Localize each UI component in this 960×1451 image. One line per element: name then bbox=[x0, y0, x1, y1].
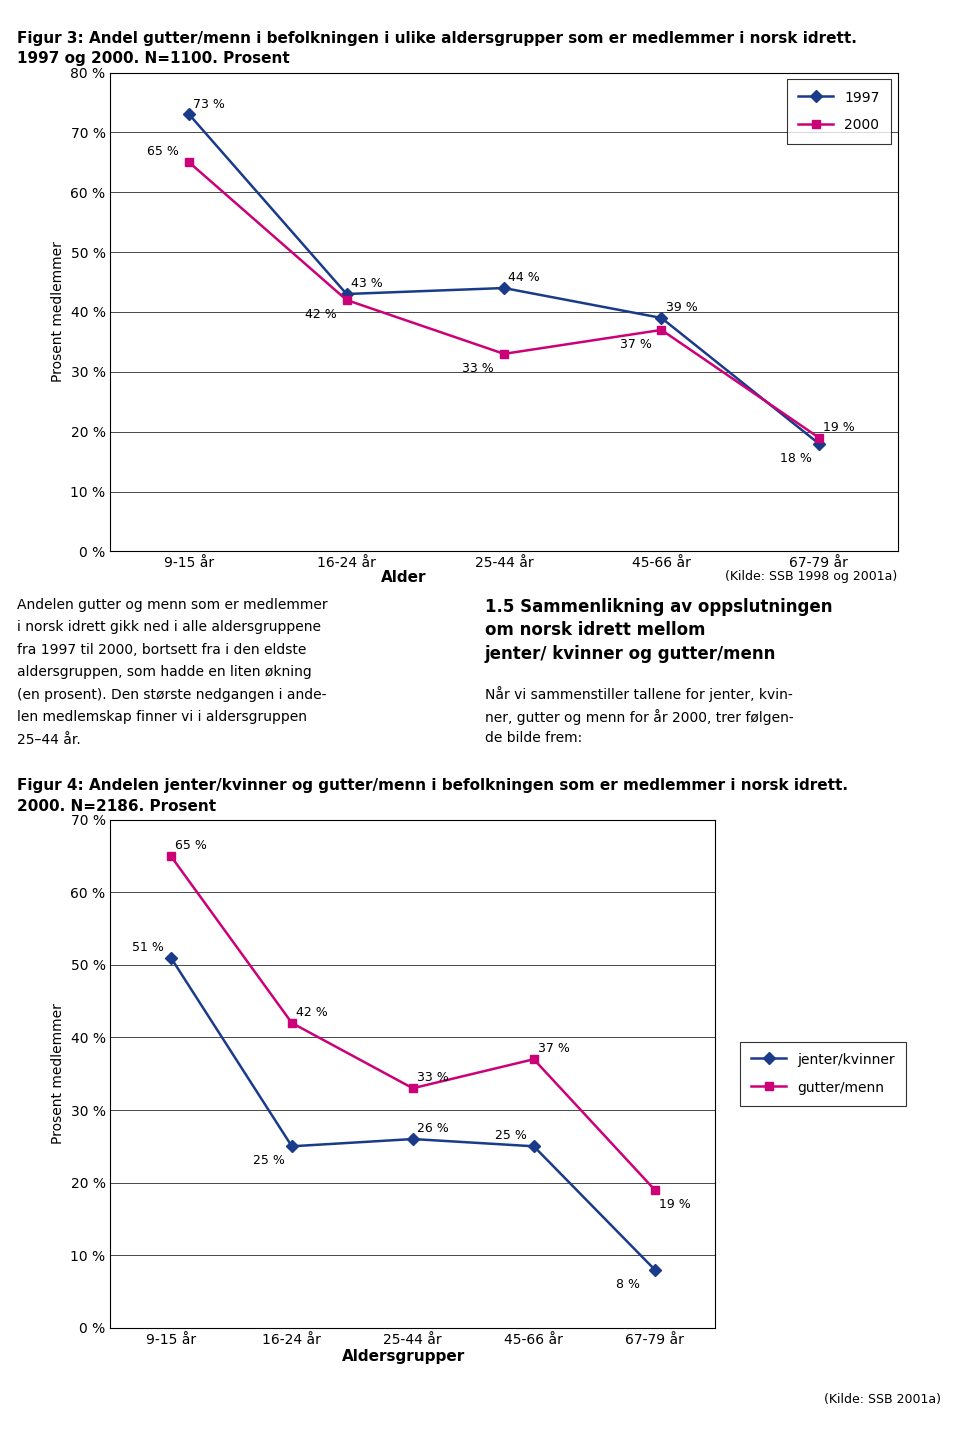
1997 bbox=[498, 279, 510, 297]
Text: ner, gutter og menn for år 2000, trer følgen-: ner, gutter og menn for år 2000, trer fø… bbox=[485, 708, 794, 724]
Text: Figur 4: Andelen jenter/kvinner og gutter/menn i befolkningen som er medlemmer i: Figur 4: Andelen jenter/kvinner og gutte… bbox=[17, 778, 849, 792]
Text: 37 %: 37 % bbox=[620, 338, 652, 351]
Y-axis label: Prosent medlemmer: Prosent medlemmer bbox=[51, 241, 65, 383]
Text: 33 %: 33 % bbox=[417, 1071, 448, 1084]
2000 bbox=[656, 321, 667, 338]
2000 bbox=[498, 345, 510, 363]
Text: 65 %: 65 % bbox=[175, 839, 207, 852]
Text: 1.5 Sammenlikning av oppslutningen: 1.5 Sammenlikning av oppslutningen bbox=[485, 598, 832, 615]
2000 bbox=[183, 154, 195, 171]
gutter/menn bbox=[286, 1014, 298, 1032]
Text: jenter/ kvinner og gutter/menn: jenter/ kvinner og gutter/menn bbox=[485, 646, 777, 663]
gutter/menn bbox=[528, 1051, 540, 1068]
Text: Alder: Alder bbox=[380, 570, 426, 585]
Text: 25–44 år.: 25–44 år. bbox=[17, 733, 81, 747]
Text: 42 %: 42 % bbox=[296, 1006, 327, 1019]
Text: 65 %: 65 % bbox=[148, 145, 180, 158]
Line: 1997: 1997 bbox=[185, 110, 823, 448]
Text: 19 %: 19 % bbox=[823, 421, 854, 434]
Text: 37 %: 37 % bbox=[538, 1042, 570, 1055]
2000 bbox=[341, 292, 352, 309]
1997 bbox=[341, 286, 352, 303]
Text: 8 %: 8 % bbox=[615, 1278, 639, 1291]
Text: (Kilde: SSB 2001a): (Kilde: SSB 2001a) bbox=[824, 1393, 941, 1406]
Text: 19 %: 19 % bbox=[659, 1199, 690, 1212]
Text: 26 %: 26 % bbox=[417, 1122, 448, 1135]
Text: 42 %: 42 % bbox=[305, 308, 337, 321]
Text: Figur 3: Andel gutter/menn i befolkningen i ulike aldersgrupper som er medlemmer: Figur 3: Andel gutter/menn i befolkninge… bbox=[17, 32, 857, 46]
Text: 33 %: 33 % bbox=[463, 361, 494, 374]
1997 bbox=[813, 435, 825, 453]
Text: (Kilde: SSB 1998 og 2001a): (Kilde: SSB 1998 og 2001a) bbox=[726, 570, 898, 583]
gutter/menn bbox=[649, 1181, 660, 1199]
Line: 2000: 2000 bbox=[185, 158, 823, 441]
jenter/kvinner bbox=[165, 949, 177, 966]
Text: 25 %: 25 % bbox=[252, 1155, 285, 1168]
Text: (en prosent). Den største nedgangen i ande-: (en prosent). Den største nedgangen i an… bbox=[17, 688, 326, 702]
1997 bbox=[183, 106, 195, 123]
Line: gutter/menn: gutter/menn bbox=[167, 852, 659, 1194]
gutter/menn bbox=[407, 1080, 419, 1097]
1997 bbox=[656, 309, 667, 326]
jenter/kvinner bbox=[407, 1130, 419, 1148]
Text: Aldersgrupper: Aldersgrupper bbox=[342, 1349, 465, 1364]
Text: 73 %: 73 % bbox=[193, 97, 226, 110]
Text: fra 1997 til 2000, bortsett fra i den eldste: fra 1997 til 2000, bortsett fra i den el… bbox=[17, 643, 306, 657]
Text: 2000. N=2186. Prosent: 2000. N=2186. Prosent bbox=[17, 798, 216, 814]
Text: de bilde frem:: de bilde frem: bbox=[485, 731, 582, 744]
jenter/kvinner bbox=[286, 1138, 298, 1155]
Text: 43 %: 43 % bbox=[350, 277, 382, 290]
Legend: 1997, 2000: 1997, 2000 bbox=[787, 80, 891, 144]
gutter/menn bbox=[165, 847, 177, 865]
Text: i norsk idrett gikk ned i alle aldersgruppene: i norsk idrett gikk ned i alle aldersgru… bbox=[17, 621, 322, 634]
Text: 18 %: 18 % bbox=[780, 451, 812, 464]
Text: Andelen gutter og menn som er medlemmer: Andelen gutter og menn som er medlemmer bbox=[17, 598, 328, 612]
2000 bbox=[813, 429, 825, 447]
Text: 51 %: 51 % bbox=[132, 940, 164, 953]
Line: jenter/kvinner: jenter/kvinner bbox=[167, 953, 659, 1274]
Text: aldersgruppen, som hadde en liten økning: aldersgruppen, som hadde en liten økning bbox=[17, 665, 312, 679]
jenter/kvinner bbox=[528, 1138, 540, 1155]
Text: 25 %: 25 % bbox=[494, 1129, 527, 1142]
Text: len medlemskap finner vi i aldersgruppen: len medlemskap finner vi i aldersgruppen bbox=[17, 711, 307, 724]
Text: om norsk idrett mellom: om norsk idrett mellom bbox=[485, 621, 706, 640]
Legend: jenter/kvinner, gutter/menn: jenter/kvinner, gutter/menn bbox=[740, 1042, 906, 1106]
Text: 39 %: 39 % bbox=[665, 300, 697, 313]
Text: 44 %: 44 % bbox=[508, 271, 540, 284]
jenter/kvinner bbox=[649, 1261, 660, 1278]
Y-axis label: Prosent medlemmer: Prosent medlemmer bbox=[51, 1003, 65, 1145]
Text: 1997 og 2000. N=1100. Prosent: 1997 og 2000. N=1100. Prosent bbox=[17, 51, 290, 65]
Text: Når vi sammenstiller tallene for jenter, kvin-: Når vi sammenstiller tallene for jenter,… bbox=[485, 686, 793, 702]
